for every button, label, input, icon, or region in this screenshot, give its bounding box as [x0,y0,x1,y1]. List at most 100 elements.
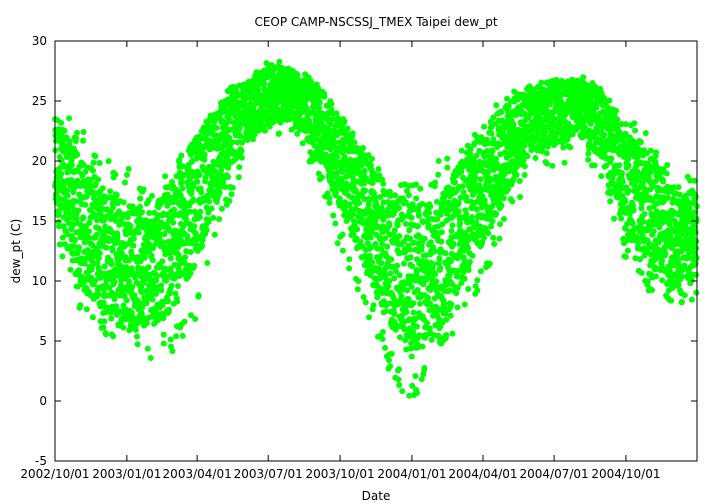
data-point [125,165,132,172]
data-point [614,116,621,123]
data-point [591,162,598,169]
data-point [235,174,242,181]
data-point [410,239,417,246]
data-point [489,218,496,225]
data-point [225,174,231,180]
x-axis-title: Date [362,489,391,503]
data-point [111,296,118,303]
data-point [108,261,115,268]
data-point [425,272,432,279]
data-point [214,176,221,183]
data-point [58,170,65,177]
data-point [469,252,476,259]
data-point [564,136,571,143]
y-tick-label: 15 [32,214,47,228]
data-point [526,112,533,119]
data-point [499,129,506,136]
data-point [76,267,83,274]
data-point [99,185,106,192]
data-point [387,193,394,199]
data-point [394,262,401,269]
data-point [692,229,699,236]
data-point [92,153,99,160]
data-point [370,302,377,309]
data-point [470,157,477,164]
data-point [385,283,392,290]
data-point [447,312,454,319]
data-point [497,221,504,228]
data-point [128,265,135,272]
data-point [341,118,348,125]
data-point [361,180,368,187]
data-point [561,159,568,166]
data-point [127,222,134,229]
data-point [276,58,283,65]
data-point [74,129,80,136]
data-point [137,203,143,210]
data-point [159,239,166,246]
y-tick-label: 5 [39,334,47,348]
data-point [80,161,87,168]
data-point [585,156,592,163]
data-point [155,212,161,219]
data-point [160,340,167,347]
data-point [432,179,439,186]
data-point [634,168,641,175]
data-point [194,178,201,185]
data-point [581,124,588,130]
data-point [386,278,393,285]
data-point [188,188,195,195]
data-point [196,214,203,221]
data-point [199,243,206,250]
data-point [693,245,700,252]
data-point [95,255,102,262]
data-point [641,211,648,217]
data-point [505,103,512,110]
data-point [647,147,654,154]
data-point [474,277,481,284]
data-point [153,231,160,238]
data-point [412,315,419,322]
data-point [466,258,473,265]
data-point [306,117,313,124]
data-point [630,207,637,214]
data-point [92,212,99,219]
data-point [167,265,174,272]
data-point [397,250,404,256]
data-point [666,221,673,228]
data-point [162,173,169,180]
y-tick-label: 20 [32,154,47,168]
data-point [332,220,339,227]
data-point [399,388,406,395]
data-point [443,332,450,338]
data-point [110,333,117,340]
data-point [543,150,550,157]
data-point [355,278,362,285]
data-point [635,235,642,242]
data-point [101,198,108,205]
data-point [625,163,632,170]
data-point [441,300,448,307]
y-tick-label: -5 [35,454,47,468]
data-point [112,240,119,247]
data-point [438,229,445,236]
data-point [64,231,71,238]
data-point [211,231,218,238]
data-point [367,272,374,279]
data-point [187,270,194,277]
data-point [59,234,66,241]
data-point [474,287,481,294]
data-point [365,152,372,159]
data-point [426,209,433,216]
data-point [473,219,480,226]
data-point [414,390,421,396]
data-point [218,205,225,212]
x-tick-label: 2003/07/01 [234,467,303,481]
data-point [404,287,411,294]
data-point [622,225,629,232]
data-point [126,278,133,285]
data-point [387,270,394,277]
data-point [455,199,462,206]
data-point [650,217,657,224]
